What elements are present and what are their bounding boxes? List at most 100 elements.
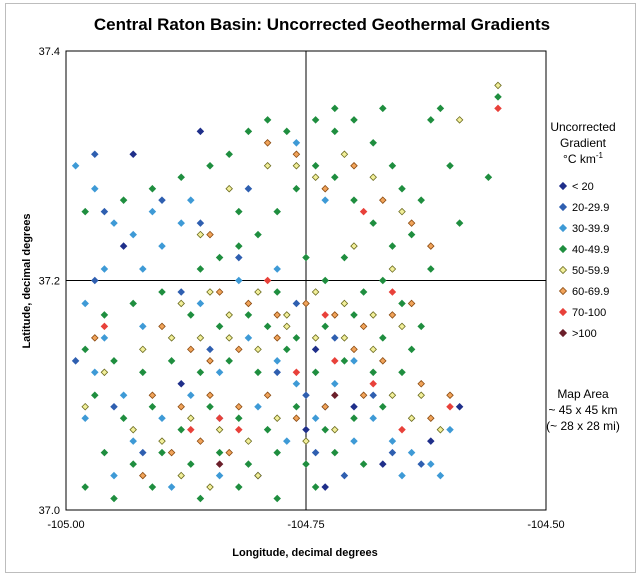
data-point [273,494,281,503]
data-point [91,276,99,285]
data-point [407,230,416,239]
data-point [484,173,493,181]
data-point [254,402,262,411]
data-point [350,357,358,365]
data-point [244,299,253,308]
data-point [427,437,435,445]
data-point [244,460,253,468]
legend-label: 40-49.9 [572,244,609,256]
data-point [71,161,80,170]
data-point [292,150,301,159]
data-point [292,334,301,342]
data-point [177,471,185,480]
data-point [379,402,387,411]
data-point [81,402,89,411]
data-point [388,242,397,250]
data-point [235,242,243,250]
data-point [417,380,425,388]
data-point [427,460,435,468]
data-point [311,414,320,422]
legend-entries: < 20 20-29.9 30-39.9 40-49.9 50-59.9 60-69.9 7… [558,181,609,340]
data-point [436,425,445,434]
data-point [196,494,205,503]
data-point [100,311,109,319]
data-point [119,391,128,400]
legend-marker [558,181,568,191]
data-point [359,207,368,216]
data-point [350,242,358,250]
data-point [379,460,387,468]
data-point [350,196,358,204]
data-point [100,334,109,342]
data-point [263,139,272,147]
data-point [244,127,253,136]
data-point [129,437,137,445]
data-point [321,311,329,319]
x-axis-label: Longitude, decimal degrees [232,547,377,559]
legend-label: 50-59.9 [572,265,609,277]
data-point [263,322,272,331]
data-point [215,425,224,434]
data-point [273,357,281,365]
data-point [206,483,214,491]
data-point [177,299,185,308]
data-point [302,437,310,445]
data-point [139,322,147,331]
legend: Uncorrected Gradient °C km-1 < 20 20-29.9… [550,120,615,340]
data-point [427,414,435,422]
data-point [407,414,416,422]
data-point [283,322,291,331]
data-point [292,139,301,147]
data-point [215,471,224,480]
data-point [263,276,272,285]
data-point [91,184,99,193]
data-point [379,104,387,113]
map-area-note-line-1: Map Area [557,387,609,401]
data-point [110,402,118,411]
data-point [148,184,157,193]
y-tick-labels: 37.0 37.2 37.4 [39,46,60,517]
data-point [158,322,166,331]
data-point [340,334,349,342]
data-point [119,196,128,204]
data-point [215,460,224,468]
data-point [302,253,310,262]
y-tick-label: 37.2 [39,276,60,288]
data-point [139,345,147,354]
legend-title-line-2: Gradient [560,136,607,150]
data-point [359,391,368,400]
map-area-note-line-2: ~ 45 x 45 km [548,403,617,417]
map-area-note-line-3: (~ 28 x 28 mi) [546,419,620,433]
data-point [81,483,89,491]
data-point [283,311,291,319]
data-point [379,196,387,204]
x-tick-label: -104.75 [287,519,324,531]
data-point [148,207,157,216]
data-point [379,357,387,365]
legend-marker [558,265,568,275]
data-point [100,368,109,377]
data-point [369,311,377,319]
data-point [196,127,205,136]
data-point [283,345,291,354]
data-point [177,380,185,388]
data-point [110,471,118,480]
data-point [81,299,89,308]
legend-unit-text: °C km [563,152,596,166]
data-point [244,334,253,342]
data-point [235,483,243,491]
data-point [292,161,301,170]
data-point [139,265,147,273]
data-point [148,391,157,400]
data-point [100,265,109,273]
data-point [206,345,214,354]
data-point [235,414,243,422]
data-point [311,345,320,354]
data-point [235,207,243,216]
data-point [91,391,99,400]
data-point [446,402,454,411]
data-point [177,402,185,411]
data-point [273,207,281,216]
data-point [331,334,339,342]
data-point [369,414,377,422]
